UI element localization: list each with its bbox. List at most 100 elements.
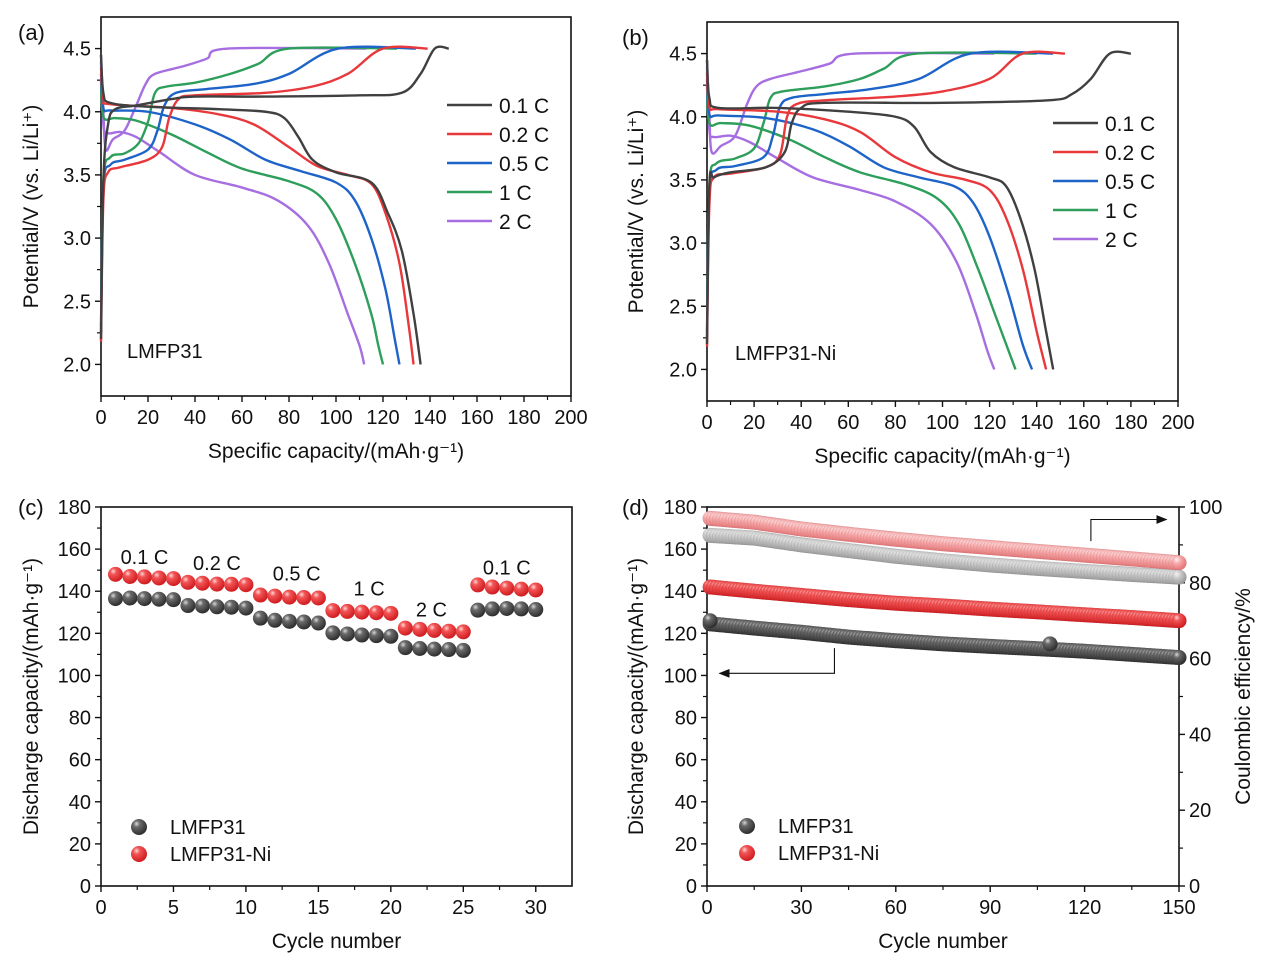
x-tick-label: 0 (95, 407, 106, 429)
x-tick-label: 30 (790, 897, 812, 919)
data-point (426, 641, 442, 657)
data-point (368, 628, 384, 644)
x-axis-title: Specific capacity/(mAh·g⁻¹) (814, 445, 1070, 468)
data-point (412, 640, 428, 656)
data-point (122, 590, 138, 606)
panel-c: 0 5 10 15 20 25 30 0 20 40 60 80 100 120 140 160 180 (c) C… (18, 495, 573, 953)
data-point (267, 588, 283, 604)
x-tick-label: 140 (1020, 412, 1053, 434)
x-tick-label: 60 (231, 407, 253, 429)
x-tick-label: 200 (554, 407, 587, 429)
data-point (470, 577, 486, 593)
y2-axis-title: Coulombic efficiency/% (1232, 588, 1255, 805)
y-axis-title: Potential/V (vs. Li/Li⁺) (20, 105, 43, 309)
data-point (252, 587, 268, 603)
x-tick-label: 100 (319, 407, 352, 429)
y-tick-label: 140 (58, 581, 91, 603)
y2-tick-label: 0 (1189, 876, 1200, 898)
data-point (354, 604, 370, 620)
y-tick-label: 120 (58, 623, 91, 645)
data-point (281, 589, 297, 605)
data-point (426, 622, 442, 638)
data-point (441, 623, 457, 639)
panel-label: (d) (622, 495, 649, 520)
data-point (397, 620, 413, 636)
data-point (281, 613, 297, 629)
data-point (499, 600, 515, 616)
legend-label: LMFP31 (778, 816, 854, 838)
rate-label: 2 C (416, 599, 447, 621)
data-point (354, 627, 370, 643)
y-tick-label: 40 (69, 792, 91, 814)
legend-label: 0.1 C (1105, 113, 1155, 136)
data-point (252, 610, 268, 626)
data-point (107, 591, 123, 607)
data-point (296, 614, 312, 630)
rate-label: 0.1 C (121, 547, 169, 569)
x-tick-label: 20 (380, 897, 402, 919)
curve-discharge-1c (705, 85, 1017, 370)
rate-label: 0.2 C (193, 553, 241, 575)
data-point (238, 577, 254, 593)
data-point (194, 575, 210, 591)
plot-frame (100, 16, 572, 397)
y-tick-label: 40 (675, 792, 697, 814)
data-point (528, 582, 544, 598)
x-tick-label: 10 (235, 897, 257, 919)
panel-label: (a) (18, 20, 45, 45)
y-tick-label: 0 (686, 876, 697, 898)
data-point (1171, 569, 1187, 585)
curve-charge-1c (99, 46, 398, 327)
data-point (484, 579, 500, 595)
curve-charge-2c (99, 46, 367, 152)
legend-label: 1 C (1105, 200, 1138, 223)
y2-tick-label: 80 (1189, 573, 1211, 595)
panel-a: 0 20 40 60 80 100 120 140 160 180 200 2.0 2.5 3.0 3.5 4… (18, 16, 588, 463)
legend-marker (131, 846, 147, 862)
x-tick-label: 60 (837, 412, 859, 434)
x-axis-title: Cycle number (272, 930, 402, 953)
y-tick-label: 4.5 (63, 39, 91, 61)
y-tick-label: 100 (664, 665, 697, 687)
x-tick-label: 0 (95, 897, 106, 919)
x-tick-label: 20 (743, 412, 765, 434)
legend-label: 0.5 C (499, 153, 549, 176)
curve-discharge-0p1c (705, 59, 1055, 370)
data-point (397, 640, 413, 656)
x-tick-label: 40 (790, 412, 812, 434)
x-tick-label: 160 (460, 407, 493, 429)
x-tick-label: 60 (885, 897, 907, 919)
y-tick-label: 3.0 (669, 233, 697, 255)
y-tick-label: 120 (664, 623, 697, 645)
y2-tick-label: 20 (1189, 800, 1211, 822)
data-point (1171, 649, 1187, 666)
y-tick-label: 4.5 (669, 44, 697, 66)
data-point (325, 603, 341, 619)
data-point (267, 612, 283, 628)
x-tick-label: 0 (701, 412, 712, 434)
y-tick-label: 60 (69, 750, 91, 772)
x-tick-label: 80 (278, 407, 300, 429)
x-tick-label: 40 (184, 407, 206, 429)
x-tick-label: 100 (926, 412, 959, 434)
y-tick-label: 180 (58, 497, 91, 519)
y-tick-label: 140 (664, 581, 697, 603)
data-point (122, 568, 138, 584)
x-tick-label: 80 (884, 412, 906, 434)
data-point (180, 574, 196, 590)
legend-label: 0.2 C (1105, 142, 1155, 165)
data-point (412, 621, 428, 637)
legend-label: LMFP31-Ni (778, 843, 879, 865)
data-point (325, 625, 341, 641)
y-axis-title: Discharge capacity/(mAh·g⁻¹) (625, 558, 648, 835)
y-tick-label: 80 (69, 708, 91, 730)
data-point (209, 599, 225, 615)
data-point-outlier (702, 613, 718, 629)
data-point (513, 601, 529, 617)
panel-d: 0 30 60 90 120 150020406080100120140160180(d)… (622, 495, 1255, 953)
data-point (513, 581, 529, 597)
x-tick-label: 15 (307, 897, 329, 919)
data-point (165, 592, 181, 608)
x-tick-label: 120 (973, 412, 1006, 434)
data-point (151, 570, 167, 586)
